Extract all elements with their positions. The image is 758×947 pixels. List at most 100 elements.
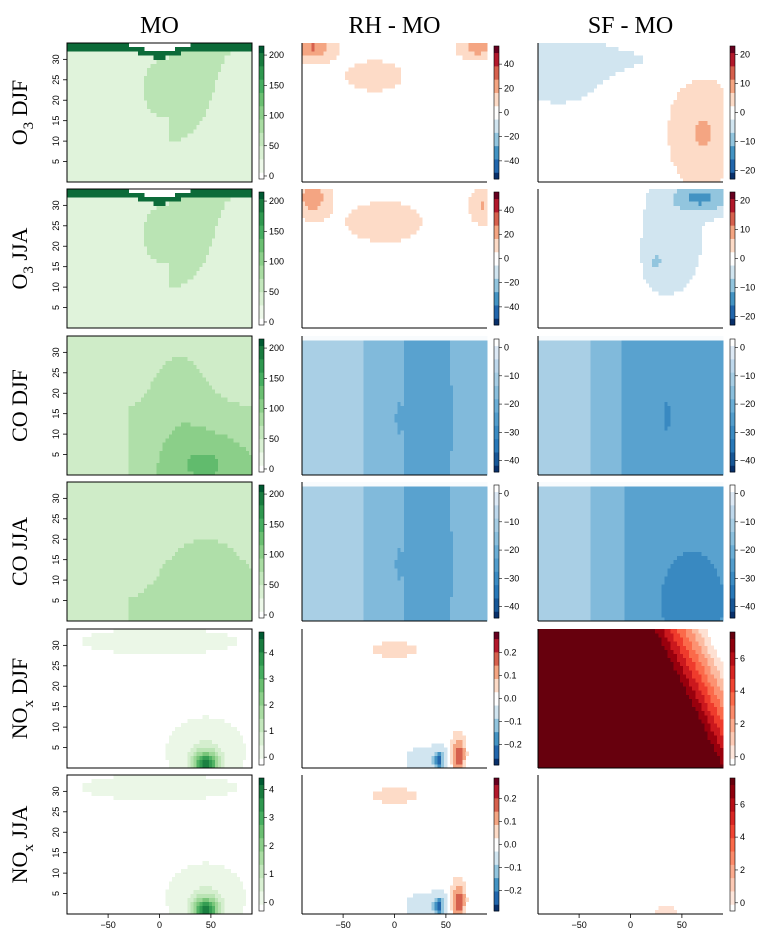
heatmap-cell	[683, 157, 686, 161]
heatmap-cell	[123, 88, 126, 92]
heatmap-cell	[150, 63, 153, 67]
heatmap-cell	[560, 96, 563, 100]
heatmap-cell	[224, 263, 227, 267]
heatmap-cell	[82, 133, 85, 137]
colorbar-swatch	[259, 139, 264, 143]
heatmap-cell	[138, 104, 141, 108]
heatmap-cell	[138, 47, 141, 51]
heatmap-cell	[144, 295, 147, 299]
heatmap-cell	[135, 84, 138, 88]
heatmap-cell	[459, 47, 462, 51]
heatmap-cell	[218, 320, 221, 324]
heatmap-cell	[138, 108, 141, 112]
heatmap-cell	[209, 291, 212, 295]
heatmap-cell	[123, 263, 126, 267]
heatmap-cell	[720, 108, 723, 112]
heatmap-cell	[98, 246, 101, 250]
heatmap-cell	[110, 201, 113, 205]
colorbar-swatch	[259, 63, 264, 67]
heatmap-cell	[541, 47, 544, 51]
heatmap-cell	[116, 246, 119, 250]
heatmap-cell	[221, 121, 224, 125]
heatmap-cell	[95, 303, 98, 307]
heatmap-cell	[86, 104, 89, 108]
heatmap-cell	[218, 303, 221, 307]
heatmap-cell	[116, 141, 119, 145]
heatmap-cell	[187, 100, 190, 104]
heatmap-cell	[388, 63, 391, 67]
heatmap-cell	[76, 291, 79, 295]
heatmap-cell	[156, 320, 159, 324]
heatmap-cell	[308, 59, 311, 63]
heatmap-cell	[597, 51, 600, 55]
heatmap-cell	[98, 308, 101, 312]
heatmap-cell	[73, 170, 76, 174]
heatmap-cell	[141, 153, 144, 157]
heatmap-cell	[153, 137, 156, 141]
heatmap-cell	[175, 316, 178, 320]
heatmap-cell	[197, 287, 200, 291]
heatmap-cell	[215, 76, 218, 80]
heatmap-cell	[246, 55, 249, 59]
heatmap-cell	[141, 166, 144, 170]
heatmap-cell	[197, 214, 200, 218]
heatmap-cell	[104, 201, 107, 205]
heatmap-cell	[126, 72, 129, 76]
heatmap-cell	[237, 242, 240, 246]
heatmap-cell	[76, 96, 79, 100]
heatmap-cell	[175, 259, 178, 263]
heatmap-cell	[147, 283, 150, 287]
heatmap-cell	[110, 100, 113, 104]
heatmap-cell	[113, 287, 116, 291]
heatmap-cell	[175, 104, 178, 108]
heatmap-cell	[711, 141, 714, 145]
heatmap-cell	[227, 166, 230, 170]
heatmap-cell	[324, 55, 327, 59]
heatmap-cell	[206, 320, 209, 324]
heatmap-cell	[240, 149, 243, 153]
heatmap-cell	[184, 267, 187, 271]
heatmap-cell	[212, 76, 215, 80]
colorbar-swatch	[494, 89, 499, 93]
heatmap-cell	[172, 226, 175, 230]
heatmap-cell	[95, 129, 98, 133]
heatmap-cell	[104, 174, 107, 178]
heatmap-cell	[132, 320, 135, 324]
heatmap-cell	[92, 162, 95, 166]
heatmap-cell	[116, 259, 119, 263]
heatmap-cell	[206, 96, 209, 100]
heatmap-cell	[153, 117, 156, 121]
heatmap-cell	[717, 149, 720, 153]
heatmap-cell	[169, 267, 172, 271]
heatmap-cell	[209, 170, 212, 174]
heatmap-cell	[243, 238, 246, 242]
heatmap-cell	[215, 47, 218, 51]
heatmap-cell	[575, 43, 578, 47]
heatmap-cell	[144, 68, 147, 72]
heatmap-cell	[680, 100, 683, 104]
heatmap-cell	[203, 234, 206, 238]
heatmap-cell	[67, 316, 70, 320]
heatmap-cell	[119, 250, 122, 254]
heatmap-cell	[391, 84, 394, 88]
heatmap-cell	[107, 312, 110, 316]
heatmap-cell	[92, 96, 95, 100]
heatmap-cell	[600, 55, 603, 59]
heatmap-cell	[79, 162, 82, 166]
heatmap-cell	[86, 92, 89, 96]
y-tick-label: 15	[51, 116, 61, 126]
heatmap-cell	[541, 80, 544, 84]
heatmap-cell	[76, 226, 79, 230]
heatmap-cell	[126, 271, 129, 275]
heatmap-cell	[92, 230, 95, 234]
heatmap-cell	[560, 76, 563, 80]
heatmap-cell	[147, 84, 150, 88]
heatmap-cell	[70, 47, 73, 51]
heatmap-cell	[705, 88, 708, 92]
heatmap-cell	[382, 76, 385, 80]
heatmap-cells	[67, 43, 252, 182]
heatmap-cell	[184, 259, 187, 263]
heatmap-cell	[230, 84, 233, 88]
heatmap-cell	[79, 47, 82, 51]
heatmap-cell	[163, 55, 166, 59]
